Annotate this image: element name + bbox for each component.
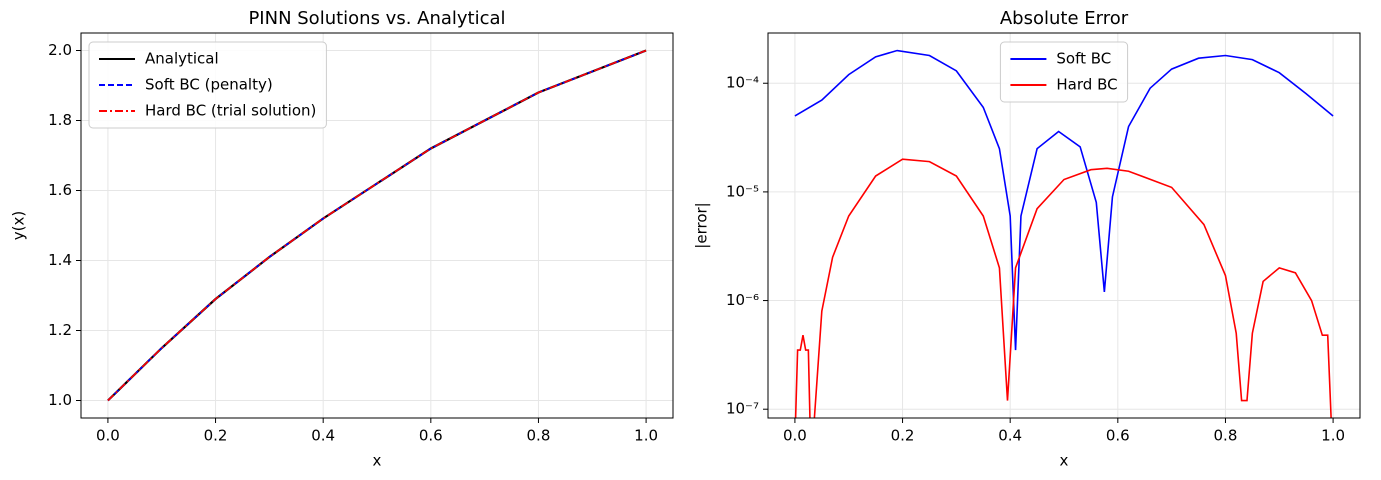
x-tick-label: 1.0 (1321, 427, 1345, 445)
chart-title: Absolute Error (1000, 8, 1129, 29)
legend-label: Soft BC (1056, 50, 1111, 68)
x-tick-label: 0.2 (204, 427, 228, 445)
legend-label: Analytical (145, 50, 219, 68)
y-tick-label: 1.8 (48, 111, 72, 129)
legend-label: Soft BC (penalty) (145, 76, 273, 94)
x-tick-label: 0.8 (1214, 427, 1238, 445)
legend-box (88, 41, 327, 129)
plot-frame (767, 32, 1361, 419)
axes: 0.0 0.2 0.4 0.6 0.8 1.0 1.0 1.2 1.4 1.6 1.8 2.0 PINN… (10, 8, 674, 470)
y-tick-label: 2.0 (48, 41, 72, 59)
legend-box (999, 41, 1129, 103)
y-tick-label: 10⁻⁶ (726, 291, 759, 309)
legend: Analytical Soft BC (penalty) Hard BC (tria… (88, 41, 327, 129)
y-tick-label: 1.0 (48, 391, 72, 409)
y-tick-label: 10⁻⁴ (726, 74, 759, 92)
legend: Soft BC Hard BC (999, 41, 1129, 103)
series-line (794, 158, 1332, 418)
legend-label: Hard BC (trial solution) (145, 102, 316, 120)
x-tick-label: 0.0 (783, 427, 807, 445)
legend-label: Hard BC (1056, 76, 1117, 94)
y-axis-label: y(x) (10, 211, 28, 240)
x-tick-label: 0.8 (527, 427, 551, 445)
series-line (107, 49, 647, 402)
plot-frame (80, 32, 674, 419)
series-line (794, 49, 1334, 351)
y-axis-label: |error| (693, 202, 711, 248)
y-tick-label: 10⁻⁵ (726, 182, 759, 200)
chart-title: PINN Solutions vs. Analytical (248, 8, 505, 29)
x-tick-label: 0.4 (311, 427, 335, 445)
x-tick-label: 0.0 (96, 427, 120, 445)
y-tick-label: 1.6 (48, 181, 72, 199)
y-tick-label: 1.4 (48, 251, 72, 269)
axes: 0.0 0.2 0.4 0.6 0.8 1.0 10⁻⁷ 10⁻⁶ 10⁻⁵ 10⁻⁴ Absolu… (693, 8, 1361, 470)
x-tick-label: 0.6 (419, 427, 443, 445)
y-tick-label: 1.2 (48, 321, 72, 339)
x-tick-label: 1.0 (634, 427, 658, 445)
x-tick-label: 0.2 (891, 427, 915, 445)
x-axis-label: x (1060, 452, 1069, 470)
x-tick-label: 0.4 (998, 427, 1022, 445)
x-tick-label: 0.6 (1106, 427, 1130, 445)
y-tick-label: 10⁻⁷ (726, 400, 759, 418)
x-axis-label: x (373, 452, 382, 470)
